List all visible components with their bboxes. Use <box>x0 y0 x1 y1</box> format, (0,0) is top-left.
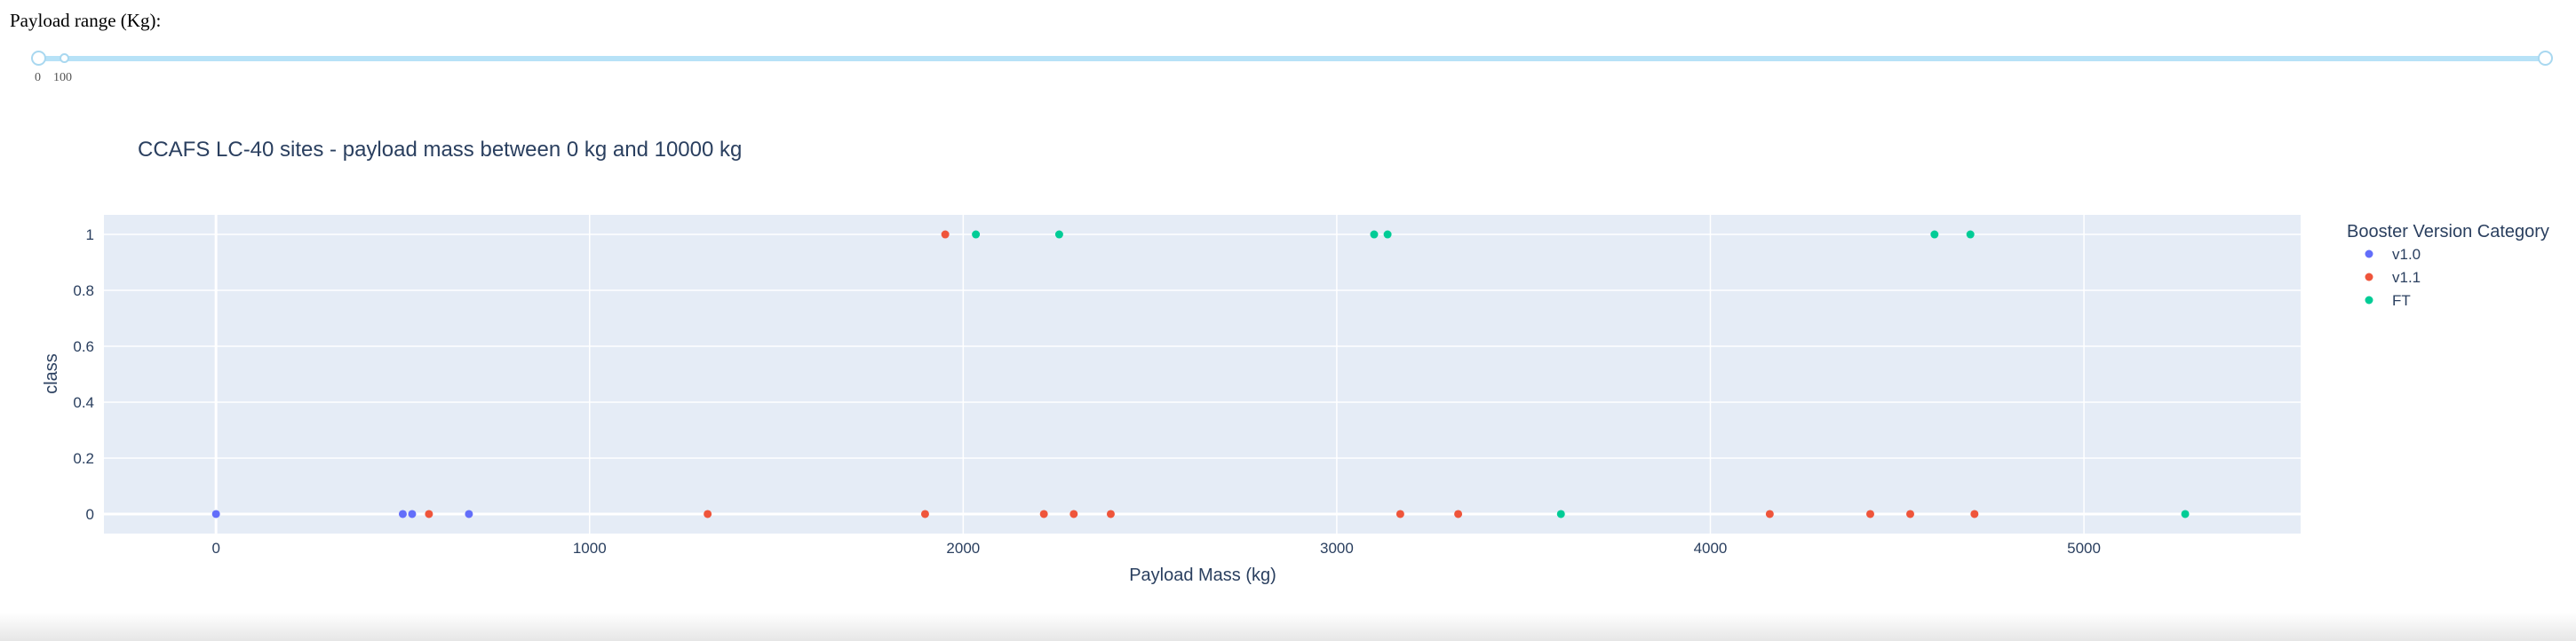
legend-item-label: FT <box>2392 292 2411 309</box>
x-tick-label: 2000 <box>946 540 980 557</box>
data-point-FT <box>1370 230 1379 239</box>
data-point-v1.0 <box>465 510 473 518</box>
data-point-v1.1 <box>1765 510 1774 518</box>
x-tick-label: 1000 <box>573 540 607 557</box>
legend-marker <box>2365 296 2373 305</box>
data-point-v1.1 <box>1454 510 1463 518</box>
legend: Booster Version Category v1.0 v1.1 FT <box>2347 222 2549 309</box>
data-point-FT <box>1383 230 1392 239</box>
x-tick-label: 0 <box>211 540 219 557</box>
slider-label: Payload range (Kg): <box>10 10 162 31</box>
plot-area <box>104 215 2301 534</box>
data-point-v1.0 <box>408 510 417 518</box>
y-tick-label: 0.8 <box>73 282 94 299</box>
data-point-v1.1 <box>1970 510 1979 518</box>
slider-handle-high[interactable] <box>2538 51 2553 66</box>
scatter-chart: CCAFS LC-40 sites - payload mass between… <box>42 138 2549 585</box>
legend-marker <box>2365 249 2373 258</box>
y-tick-label: 1 <box>86 226 94 243</box>
legend-item-label: v1.0 <box>2392 246 2421 263</box>
data-point-v1.0 <box>398 510 407 518</box>
x-tick-label: 3000 <box>1320 540 1354 557</box>
data-point-FT <box>1556 510 1565 518</box>
data-point-v1.1 <box>425 510 433 518</box>
y-tick-label: 0.2 <box>73 450 94 467</box>
slider-mark-100: 100 <box>53 71 72 84</box>
data-point-v1.0 <box>211 510 220 518</box>
chart-title: CCAFS LC-40 sites - payload mass between… <box>138 138 742 162</box>
legend-title: Booster Version Category <box>2347 222 2549 241</box>
data-points <box>211 230 2190 518</box>
y-axis-label: class <box>42 353 61 394</box>
data-point-FT <box>2181 510 2190 518</box>
data-point-v1.1 <box>1106 510 1115 518</box>
slider-handle-low[interactable] <box>31 51 46 66</box>
y-axis-ticks: 0 0.2 0.4 0.6 0.8 1 <box>73 226 94 523</box>
data-point-FT <box>1930 230 1939 239</box>
data-point-v1.1 <box>920 510 929 518</box>
x-axis-ticks: 0 1000 2000 3000 4000 5000 <box>211 540 2101 557</box>
page-bottom-shadow <box>0 613 2576 641</box>
x-axis-label: Payload Mass (kg) <box>1129 566 1276 585</box>
data-point-FT <box>972 230 981 239</box>
y-tick-label: 0.4 <box>73 394 94 411</box>
data-point-v1.1 <box>941 230 950 239</box>
x-tick-label: 4000 <box>1694 540 1728 557</box>
legend-item-label: v1.1 <box>2392 269 2421 286</box>
data-point-v1.1 <box>1395 510 1404 518</box>
x-tick-label: 5000 <box>2067 540 2101 557</box>
data-point-v1.1 <box>1039 510 1048 518</box>
data-point-v1.1 <box>1905 510 1914 518</box>
y-tick-label: 0 <box>86 506 94 523</box>
legend-marker <box>2365 273 2373 281</box>
slider-mark-dot-100[interactable] <box>60 53 69 63</box>
data-point-FT <box>1966 230 1975 239</box>
y-tick-label: 0.6 <box>73 338 94 355</box>
slider-track[interactable] <box>39 56 2546 61</box>
data-point-v1.1 <box>1069 510 1078 518</box>
data-point-v1.1 <box>1865 510 1874 518</box>
data-point-FT <box>1054 230 1063 239</box>
slider-mark-0: 0 <box>35 71 41 84</box>
data-point-v1.1 <box>704 510 712 518</box>
